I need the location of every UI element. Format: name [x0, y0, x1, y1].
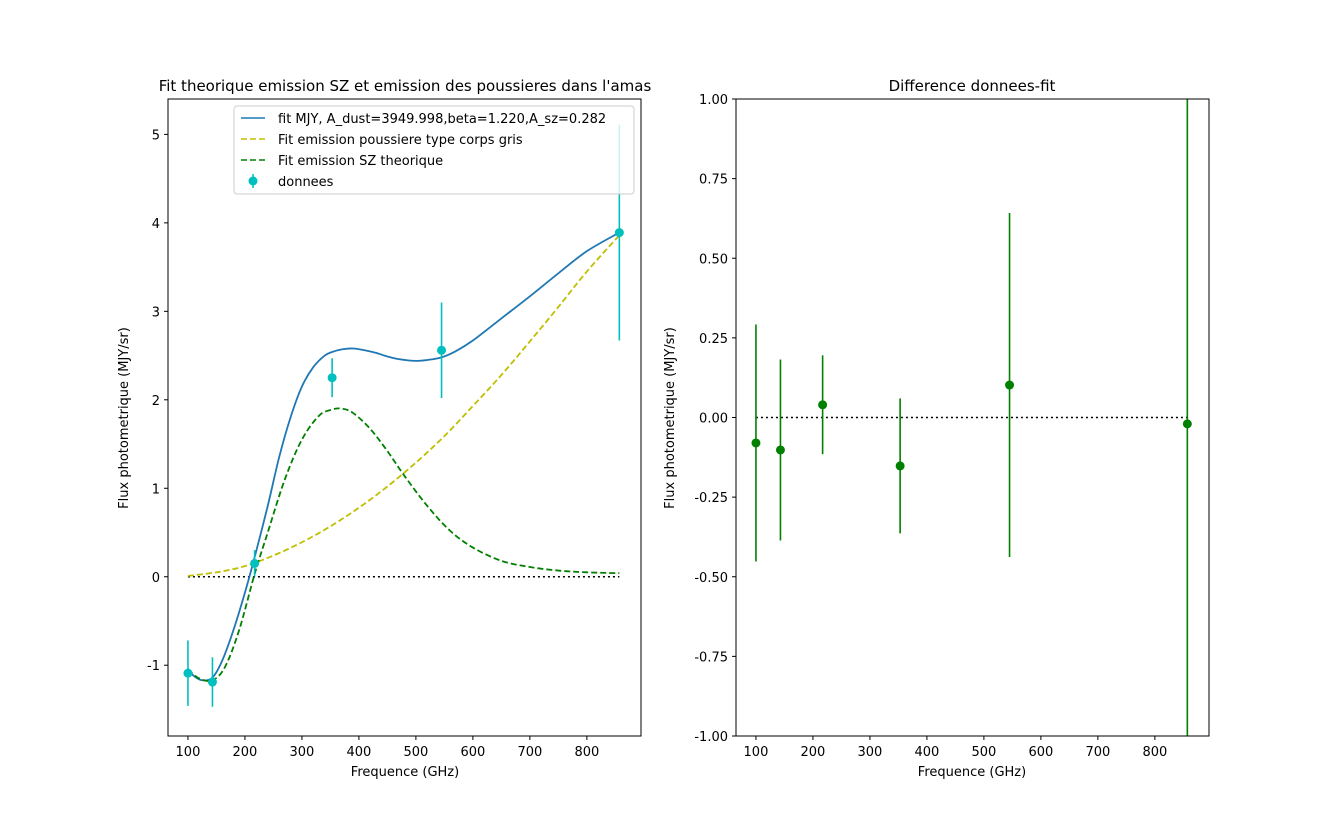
x-tick-label: 200 — [801, 745, 826, 760]
x-tick-label: 100 — [176, 745, 201, 760]
x-tick-label: 800 — [574, 745, 599, 760]
x-tick-label: 400 — [346, 745, 371, 760]
plot-clip-group — [751, 99, 1192, 736]
y-tick-label: 0.00 — [699, 412, 728, 427]
x-tick-label: 500 — [403, 745, 428, 760]
data-point — [895, 461, 905, 471]
x-tick-label: 600 — [460, 745, 485, 760]
data-point — [183, 668, 193, 678]
left-chart-panel: Fit theorique emission SZ et emission de… — [117, 77, 651, 780]
x-tick-label: 800 — [1142, 745, 1167, 760]
y-tick-label: 0.75 — [699, 173, 728, 188]
y-tick-label: 1.00 — [699, 93, 728, 108]
data-point — [437, 345, 447, 355]
legend-fit-label: fit MJY, A_dust=3949.998,beta=1.220,A_sz… — [278, 112, 606, 127]
x-tick-label: 500 — [971, 745, 996, 760]
left-chart-ylabel: Flux photometrique (MJY/sr) — [117, 327, 132, 509]
y-tick-label: -0.75 — [694, 650, 728, 665]
y-tick-label: 2 — [152, 394, 160, 409]
left-chart-frame — [167, 98, 642, 737]
left-chart-plot-area — [183, 124, 624, 707]
x-tick-label: 200 — [233, 745, 258, 760]
legend-dust-label: Fit emission poussiere type corps gris — [278, 133, 523, 148]
y-tick-label: 0.25 — [699, 332, 728, 347]
x-tick-label: 400 — [914, 745, 939, 760]
data-point — [1182, 419, 1192, 429]
legend-data-label: donnees — [278, 175, 334, 190]
series-line-2 — [187, 407, 620, 682]
right-chart-ticks: 100 200 300 400 500 600 700 800 -1.00 -0.75 -0.50 -… — [694, 93, 1167, 760]
x-tick-label: 300 — [858, 745, 883, 760]
y-tick-label: 0.50 — [699, 252, 728, 267]
x-tick-label: 700 — [1085, 745, 1110, 760]
x-tick-label: 700 — [517, 745, 542, 760]
right-chart-ylabel: Flux photometrique (MJY/sr) — [663, 327, 678, 509]
left-chart-xlabel: Frequence (GHz) — [351, 765, 459, 780]
right-chart-plot-area — [751, 99, 1192, 736]
y-tick-label: 0 — [152, 571, 160, 586]
right-chart-panel: Difference donnees-fit Frequence (GHz) F… — [663, 77, 1210, 780]
y-tick-label: -1 — [147, 659, 160, 674]
y-tick-label: 4 — [152, 217, 160, 232]
left-chart-ticks: 100 200 300 400 500 600 700 800 -1 0 1 2 3 4 5 — [147, 128, 599, 760]
y-tick-label: 1 — [152, 482, 160, 497]
data-point — [1005, 380, 1015, 390]
data-point — [751, 438, 761, 448]
y-tick-label: -1.00 — [694, 730, 728, 745]
legend-box — [233, 105, 635, 195]
y-tick-label: 5 — [152, 128, 160, 143]
right-chart-xlabel: Frequence (GHz) — [918, 765, 1026, 780]
data-point — [250, 558, 260, 568]
data-point — [327, 373, 337, 383]
series-line-0 — [187, 231, 620, 682]
y-tick-label: 3 — [152, 305, 160, 320]
y-tick-label: -0.25 — [694, 491, 728, 506]
legend: fit MJY, A_dust=3949.998,beta=1.220,A_sz… — [233, 105, 635, 195]
data-point — [614, 228, 624, 238]
data-point — [775, 445, 785, 455]
right-chart-frame — [735, 98, 1210, 737]
x-tick-label: 600 — [1028, 745, 1053, 760]
data-point — [818, 400, 828, 410]
x-tick-label: 100 — [744, 745, 769, 760]
legend-sz-label: Fit emission SZ theorique — [278, 154, 443, 169]
plot-clip-group — [183, 124, 624, 707]
data-point — [207, 677, 217, 687]
left-chart-title: Fit theorique emission SZ et emission de… — [159, 77, 652, 95]
x-tick-label: 300 — [290, 745, 315, 760]
y-tick-label: -0.50 — [694, 571, 728, 586]
legend-data-swatch-marker — [248, 176, 258, 186]
right-chart-title: Difference donnees-fit — [889, 77, 1056, 95]
